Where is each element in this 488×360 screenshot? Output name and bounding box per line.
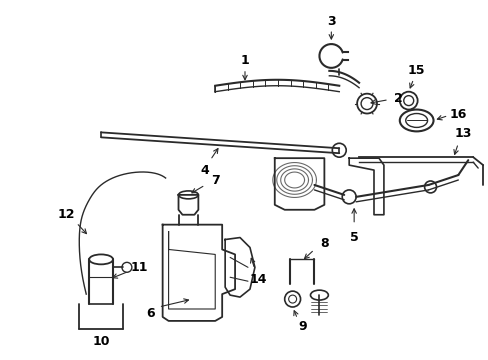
Text: 9: 9 [298, 320, 306, 333]
Text: 12: 12 [58, 208, 75, 221]
Text: 1: 1 [240, 54, 249, 67]
Text: 13: 13 [454, 127, 471, 140]
Text: 8: 8 [320, 237, 328, 250]
Text: 5: 5 [349, 231, 358, 244]
Text: 15: 15 [407, 64, 425, 77]
Text: 14: 14 [249, 273, 266, 286]
Text: 2: 2 [394, 92, 402, 105]
Text: 6: 6 [146, 307, 155, 320]
Text: 11: 11 [130, 261, 147, 274]
Text: 4: 4 [201, 163, 209, 176]
Text: 3: 3 [326, 15, 335, 28]
Text: 7: 7 [210, 174, 219, 186]
Text: 16: 16 [449, 108, 466, 121]
Text: 10: 10 [92, 335, 110, 348]
